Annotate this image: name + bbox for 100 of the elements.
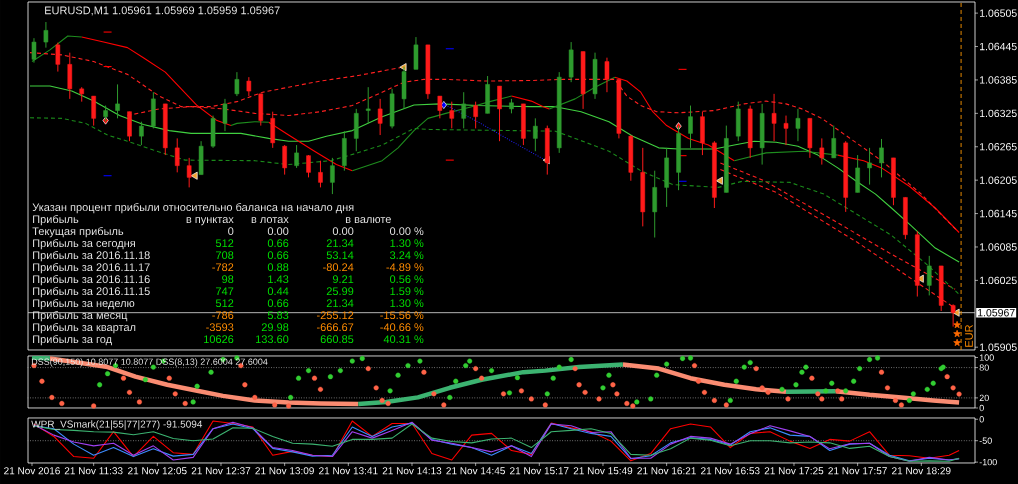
- annotation: 0.44: [267, 287, 289, 296]
- annotation: 512: [215, 239, 234, 248]
- candlestick: [533, 117, 538, 152]
- candlestick: [461, 91, 466, 129]
- candlestick: [246, 76, 252, 97]
- y-tick-label: -50: [979, 437, 992, 444]
- y-tick-label: 20: [979, 394, 989, 402]
- x-tick-label: 21 Nov 2016: [4, 467, 60, 475]
- annotation: -255.12: [316, 311, 354, 320]
- x-tick-label: 21 Nov 17:25: [764, 467, 824, 475]
- annotation: Прибыль за неделю: [33, 298, 135, 310]
- annotation: -786: [212, 311, 234, 320]
- annotation: -4.89 %: [386, 263, 424, 272]
- candlestick: [449, 101, 455, 129]
- y-tick-label: 1.06445: [980, 42, 1017, 51]
- annotation: в лотах: [251, 217, 289, 224]
- annotation: 40.31 %: [383, 335, 424, 344]
- candlestick: [879, 138, 884, 178]
- candlestick: [139, 121, 144, 146]
- annotation: 9.21: [332, 275, 354, 284]
- annotation: 1.59 %: [390, 287, 424, 296]
- x-tick-label: 21 Nov 15:17: [510, 467, 569, 475]
- annotation: 0.56 %: [390, 275, 424, 284]
- annotation: -666.67: [316, 323, 354, 332]
- line-series: [81, 36, 232, 127]
- annotation: 21.34: [326, 239, 354, 248]
- annotation: -80.24: [323, 263, 354, 272]
- y-tick-label: 1.05905: [980, 343, 1017, 351]
- line-series: [356, 362, 626, 407]
- y-tick-label: 100: [979, 354, 994, 361]
- x-tick-label: 21 Nov 16:53: [701, 467, 760, 475]
- annotation: 10626: [204, 335, 234, 344]
- annotation: 708: [216, 251, 234, 260]
- annotation: -15.56 %: [380, 311, 424, 320]
- y-tick-label: 80: [979, 364, 989, 371]
- annotation: 98: [222, 275, 234, 284]
- candlestick: [31, 37, 37, 64]
- x-tick-label: 21 Nov 17:57: [828, 467, 887, 475]
- candlestick: [831, 125, 837, 159]
- y-tick-label: 0: [979, 416, 984, 423]
- annotation: 5.83: [267, 311, 289, 320]
- annotation: Прибыль за год: [33, 334, 112, 346]
- x-tick-label: 21 Nov 15:49: [573, 467, 633, 475]
- annotation: 0.00 %: [390, 227, 424, 236]
- annotation: в валюте: [345, 217, 391, 224]
- y-tick-label: 1.06265: [980, 143, 1017, 151]
- y-tick-label: -100: [979, 458, 997, 466]
- chart-title: WPR_VSmark(21|55|77|277) -91.5094: [31, 420, 203, 430]
- annotation: 0: [228, 227, 234, 236]
- annotation: Прибыль за 2016.11.16: [33, 274, 150, 286]
- ref-line-label: 1.05967: [978, 308, 1015, 317]
- line-series: [614, 76, 735, 162]
- x-tick-label: 21 Nov 13:09: [255, 467, 314, 475]
- annotation: Прибыль за 2016.11.17: [33, 262, 150, 274]
- x-tick-label: 21 Nov 13:41: [319, 467, 378, 475]
- annotation: 0.66: [267, 251, 289, 260]
- y-tick-label: 1.06505: [980, 9, 1017, 17]
- annotation: Указан процент прибыли относительно баланса на начало дня: [32, 202, 354, 214]
- candlestick: [115, 83, 120, 119]
- point: [953, 320, 961, 329]
- annotation: в пунктах: [186, 217, 234, 226]
- x-tick-label: 21 Nov 12:37: [191, 467, 251, 475]
- point: [953, 338, 961, 347]
- point: [952, 308, 960, 317]
- line-series: [548, 76, 616, 110]
- x-tick-label: 21 Nov 16:21: [637, 467, 696, 475]
- candlestick: [306, 154, 311, 178]
- x-tick-label: 21 Nov 18:29: [892, 467, 951, 475]
- annotation: 1.43: [268, 275, 289, 284]
- line-series: [510, 95, 550, 110]
- annotation: 0.88: [267, 263, 289, 272]
- annotation: Прибыль за сегодня: [33, 238, 135, 250]
- annotation: -782: [212, 263, 234, 272]
- annotation: Текущая прибыль: [32, 226, 124, 238]
- candlestick: [771, 93, 777, 142]
- x-tick-label: 21 Nov 14:45: [446, 467, 505, 475]
- y-tick-label: 1.06205: [980, 176, 1017, 184]
- candlestick: [174, 137, 180, 173]
- y-tick-label: 1.06025: [980, 276, 1017, 285]
- annotation: Прибыль за 2016.11.18: [33, 250, 150, 262]
- annotation: 0.00: [267, 227, 289, 236]
- candlestick: [473, 101, 478, 129]
- candlestick: [222, 98, 228, 132]
- candlestick: [688, 105, 693, 149]
- candlestick: [365, 86, 371, 124]
- candlestick: [43, 21, 49, 49]
- annotation: 660.85: [320, 335, 354, 344]
- annotation: 3.24 %: [389, 251, 424, 260]
- annotation: Прибыль за месяц: [33, 310, 128, 322]
- y-tick-label: 1.06385: [980, 76, 1017, 84]
- annotation: 133.60: [256, 335, 289, 344]
- point: [953, 329, 961, 338]
- annotation: 747: [216, 287, 234, 295]
- annotation: 0.66: [267, 239, 289, 248]
- point: [715, 176, 723, 185]
- annotation: 512: [215, 299, 234, 308]
- y-tick-label: 1.06145: [980, 209, 1017, 218]
- annotation: 1.30 %: [390, 239, 424, 248]
- candlestick: [294, 144, 299, 169]
- line-series: [620, 362, 789, 395]
